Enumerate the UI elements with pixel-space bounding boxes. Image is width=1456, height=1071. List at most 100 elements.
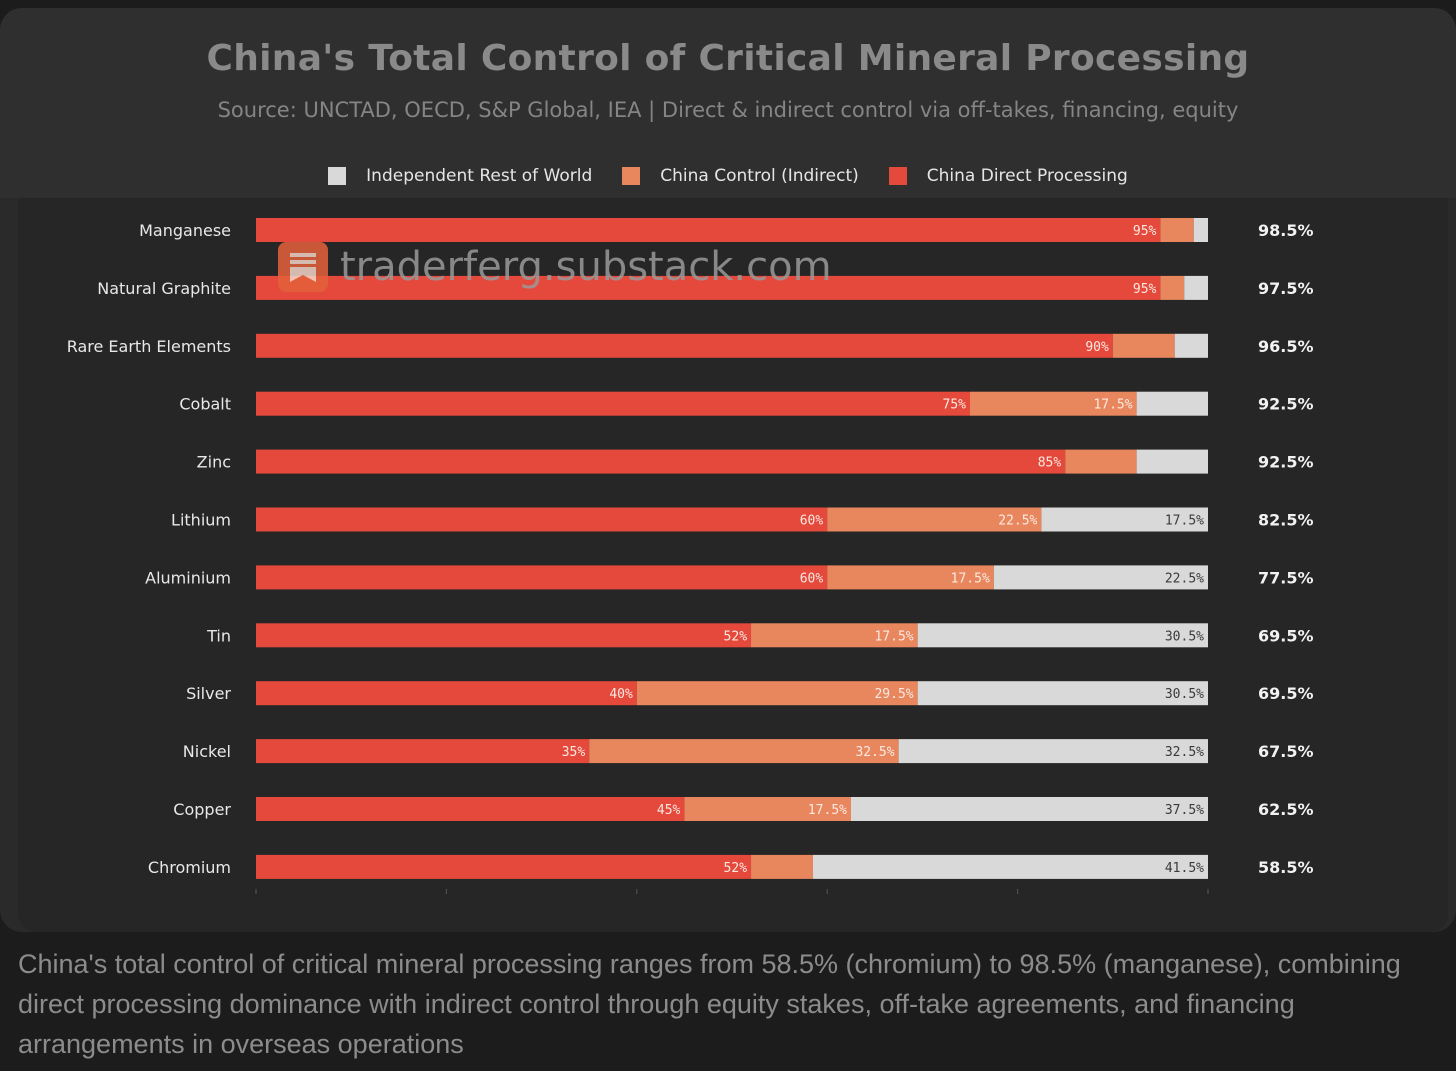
data-label: 29.5% <box>874 687 913 702</box>
data-label: 85% <box>1038 456 1062 471</box>
bar-segment <box>256 623 752 648</box>
bar-segment <box>1160 218 1194 242</box>
category-label: Cobalt <box>179 395 231 414</box>
total-label: 69.5% <box>1258 626 1314 645</box>
bar-segment <box>1136 449 1208 474</box>
bar-segment <box>256 854 752 879</box>
data-label: 60% <box>800 514 824 529</box>
bar-segment <box>851 797 1208 821</box>
chart-card: China's Total Control of Critical Minera… <box>0 8 1456 932</box>
category-label: Natural Graphite <box>97 279 231 298</box>
data-label: 32.5% <box>855 745 894 760</box>
total-label: 69.5% <box>1258 684 1314 703</box>
data-label: 90% <box>1085 340 1109 355</box>
legend-item-indirect: China Control (Indirect) <box>622 166 859 186</box>
total-label: 96.5% <box>1258 337 1314 356</box>
bar-segment <box>1041 507 1208 532</box>
bar-segment <box>1193 218 1208 242</box>
legend-swatch-direct <box>888 167 907 185</box>
category-label: Silver <box>186 684 231 703</box>
watermark: traderferg.substack.com <box>278 238 832 296</box>
data-label: 95% <box>1133 224 1157 239</box>
figure-caption: China's total control of critical minera… <box>18 949 1401 1059</box>
total-label: 97.5% <box>1258 279 1314 298</box>
total-label: 67.5% <box>1258 742 1314 761</box>
bar-segment <box>993 565 1208 590</box>
bar-segment <box>917 681 1208 706</box>
substack-logo-icon <box>278 242 328 292</box>
data-label: 17.5% <box>874 629 913 644</box>
data-label: 40% <box>609 687 633 702</box>
legend-swatch-independent <box>328 167 347 185</box>
data-label: 75% <box>943 398 967 413</box>
category-label: Manganese <box>139 221 231 240</box>
bar-chart: Manganese 95% 98.5% Natural Graphite 95% 97.5… <box>67 218 1314 894</box>
watermark-text: traderferg.substack.com <box>340 244 832 290</box>
chart-title: China's Total Control of Critical Minera… <box>206 38 1250 79</box>
legend-label-independent: Independent Rest of World <box>366 166 593 186</box>
data-label: 35% <box>562 745 586 760</box>
chart-legend: Independent Rest of World China Control … <box>0 160 1456 192</box>
total-label: 62.5% <box>1258 800 1314 819</box>
bar-segment <box>256 739 590 764</box>
data-label: 30.5% <box>1165 629 1204 644</box>
total-label: 98.5% <box>1258 221 1314 240</box>
data-label: 52% <box>724 861 748 876</box>
bar-segment <box>1112 333 1175 358</box>
total-label: 58.5% <box>1258 858 1314 877</box>
category-label: Lithium <box>171 511 231 530</box>
bar-segment <box>256 333 1113 358</box>
data-label: 17.5% <box>1093 398 1132 413</box>
data-label: 22.5% <box>998 514 1037 529</box>
category-label: Chromium <box>148 858 231 877</box>
category-label: Tin <box>206 626 231 645</box>
bar-segment <box>256 391 970 416</box>
bar-segment <box>256 681 637 706</box>
chart-header <box>0 8 1456 198</box>
total-label: 82.5% <box>1258 511 1314 530</box>
bar-segment <box>256 797 685 821</box>
bar-segment <box>917 623 1208 648</box>
legend-label-direct: China Direct Processing <box>926 166 1128 186</box>
data-label: 95% <box>1133 282 1157 297</box>
category-label: Nickel <box>183 742 231 761</box>
bar-segment <box>898 739 1208 764</box>
legend-item-independent: Independent Rest of World <box>328 166 592 186</box>
total-label: 92.5% <box>1258 453 1314 472</box>
bar-segment <box>1136 391 1208 416</box>
category-label: Rare Earth Elements <box>67 337 231 356</box>
legend-item-direct: China Direct Processing <box>888 166 1128 186</box>
data-label: 45% <box>657 803 681 818</box>
bar-segment <box>256 449 1066 474</box>
data-label: 41.5% <box>1165 861 1204 876</box>
bar-segment <box>1160 275 1185 300</box>
category-label: Copper <box>173 800 231 819</box>
bar-segment <box>256 218 1161 242</box>
data-label: 52% <box>724 629 748 644</box>
total-label: 77.5% <box>1258 568 1314 587</box>
data-label: 37.5% <box>1165 803 1204 818</box>
bar-segment <box>256 275 1161 300</box>
data-label: 60% <box>800 571 824 586</box>
bar-segment <box>589 739 899 764</box>
bar-segment <box>1065 449 1137 474</box>
bar-segment <box>636 681 918 706</box>
data-label: 30.5% <box>1165 687 1204 702</box>
bar-segment <box>812 854 1208 879</box>
category-label: Zinc <box>197 453 231 472</box>
bar-segment <box>1184 275 1208 300</box>
chart-subtitle: Source: UNCTAD, OECD, S&P Global, IEA | … <box>217 98 1239 122</box>
data-label: 17.5% <box>1165 514 1204 529</box>
bar-segment <box>970 391 1137 416</box>
category-label: Aluminium <box>145 568 231 587</box>
bar-segment <box>827 507 1042 532</box>
bar-segment <box>256 507 828 532</box>
data-label: 32.5% <box>1165 745 1204 760</box>
bar-segment <box>1174 333 1208 358</box>
data-label: 22.5% <box>1165 571 1204 586</box>
bar-segment <box>827 565 994 590</box>
bar-segment <box>751 854 813 879</box>
total-label: 92.5% <box>1258 395 1314 414</box>
legend-label-indirect: China Control (Indirect) <box>660 166 859 186</box>
legend-swatch-indirect <box>622 167 641 185</box>
